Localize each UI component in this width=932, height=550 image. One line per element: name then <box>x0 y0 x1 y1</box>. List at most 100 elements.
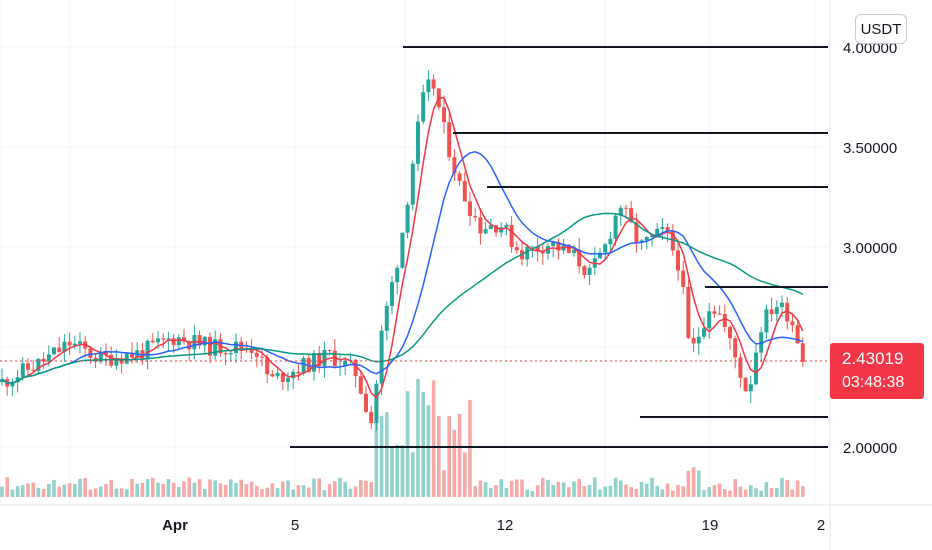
volume-bar <box>338 477 342 497</box>
candle-body <box>322 349 327 367</box>
volume-bar <box>671 490 675 497</box>
volume-bar <box>385 412 389 497</box>
volume-bar <box>426 405 431 497</box>
volume-bar <box>41 489 46 497</box>
volume-bar <box>88 489 93 497</box>
candle-body <box>301 358 306 374</box>
volume-bar <box>452 429 457 497</box>
volume-bar <box>369 482 373 497</box>
candle-body <box>478 217 483 234</box>
volume-bar <box>109 479 113 497</box>
volume-bar <box>743 489 748 497</box>
candle-body <box>696 336 701 344</box>
candle-body <box>618 207 623 216</box>
volume-bar <box>260 489 264 497</box>
volume-bar <box>535 485 540 497</box>
volume-bar <box>619 480 623 497</box>
candle-body <box>275 372 280 377</box>
candle-body <box>764 309 769 333</box>
volume-bar <box>478 480 483 497</box>
candle-body <box>686 286 691 339</box>
volume-bar <box>249 481 254 497</box>
candle-body <box>488 225 493 230</box>
volume-bar <box>239 479 243 497</box>
volume-bar <box>166 478 171 497</box>
candle-body <box>785 302 790 322</box>
moving-average-mid <box>1 151 804 384</box>
x-tick-label: 12 <box>497 517 514 534</box>
volume-bar <box>67 483 72 497</box>
volume-bar <box>598 489 602 497</box>
candle-body <box>790 321 795 326</box>
volume-bar <box>520 479 524 497</box>
candle-body <box>26 363 30 370</box>
volume-bar <box>333 481 337 497</box>
candle-body <box>665 227 670 231</box>
candle-body <box>98 351 103 362</box>
volume-bar <box>530 490 535 497</box>
currency-button[interactable]: USDT <box>855 14 907 44</box>
volume-bar <box>489 488 493 497</box>
candle-body <box>774 307 779 315</box>
volume-bar <box>78 478 82 497</box>
volume-bar <box>733 479 737 497</box>
volume-bar <box>21 485 25 497</box>
volume-bar <box>36 487 41 497</box>
volume-bar <box>234 482 238 497</box>
volume-bar <box>286 480 290 497</box>
volume-bar <box>437 415 441 497</box>
candle-body <box>270 374 275 377</box>
volume-bar <box>551 485 555 497</box>
volume-bar <box>587 485 592 497</box>
volume-bar <box>145 479 150 497</box>
candle-body <box>577 249 582 267</box>
volume-bar <box>681 486 685 497</box>
volume-bar <box>125 489 129 497</box>
volume-bar <box>203 488 207 497</box>
candle-body <box>265 356 270 375</box>
candle-body <box>473 215 478 218</box>
candle-body <box>150 340 155 343</box>
candle-body <box>483 229 488 234</box>
volume-bar <box>130 478 134 497</box>
volume-bar <box>52 479 56 497</box>
volume-bar <box>473 486 477 497</box>
volume-bar <box>343 481 347 497</box>
moving-average-lines <box>1 97 804 399</box>
candle-body <box>629 207 634 223</box>
volume-bar <box>463 452 467 497</box>
volume-bar <box>795 480 800 497</box>
volume-bar <box>400 445 405 497</box>
candle-body <box>587 267 592 275</box>
volume-bar <box>270 483 275 497</box>
candle-body <box>634 222 639 244</box>
volume-bar <box>567 487 571 497</box>
volume-bar <box>156 482 160 497</box>
volume-bar <box>785 479 789 497</box>
candle-body <box>166 338 171 340</box>
volume-bar <box>177 487 181 497</box>
volume-bar <box>229 479 233 497</box>
candle-body <box>260 356 264 358</box>
candle-body <box>306 358 311 372</box>
volume-bar <box>244 484 249 497</box>
volume-bar <box>541 477 545 497</box>
candle-body <box>462 180 467 202</box>
candle-body <box>530 246 535 248</box>
candle-body <box>556 241 561 251</box>
candle-body <box>754 352 758 385</box>
candle-body <box>722 314 727 328</box>
volume-bar <box>691 467 696 497</box>
volume-bar <box>187 477 191 497</box>
volume-bar <box>83 477 87 497</box>
x-axis-ticks: Apr 5 12 19 2 <box>162 517 825 534</box>
candle-body <box>551 241 556 247</box>
moving-average-fast <box>1 97 804 399</box>
candle-body <box>114 359 119 366</box>
volume-bar <box>775 487 779 497</box>
volume-bar <box>5 477 9 497</box>
candle-body <box>540 251 545 254</box>
volume-bar <box>582 486 587 497</box>
candle-body <box>364 393 368 412</box>
